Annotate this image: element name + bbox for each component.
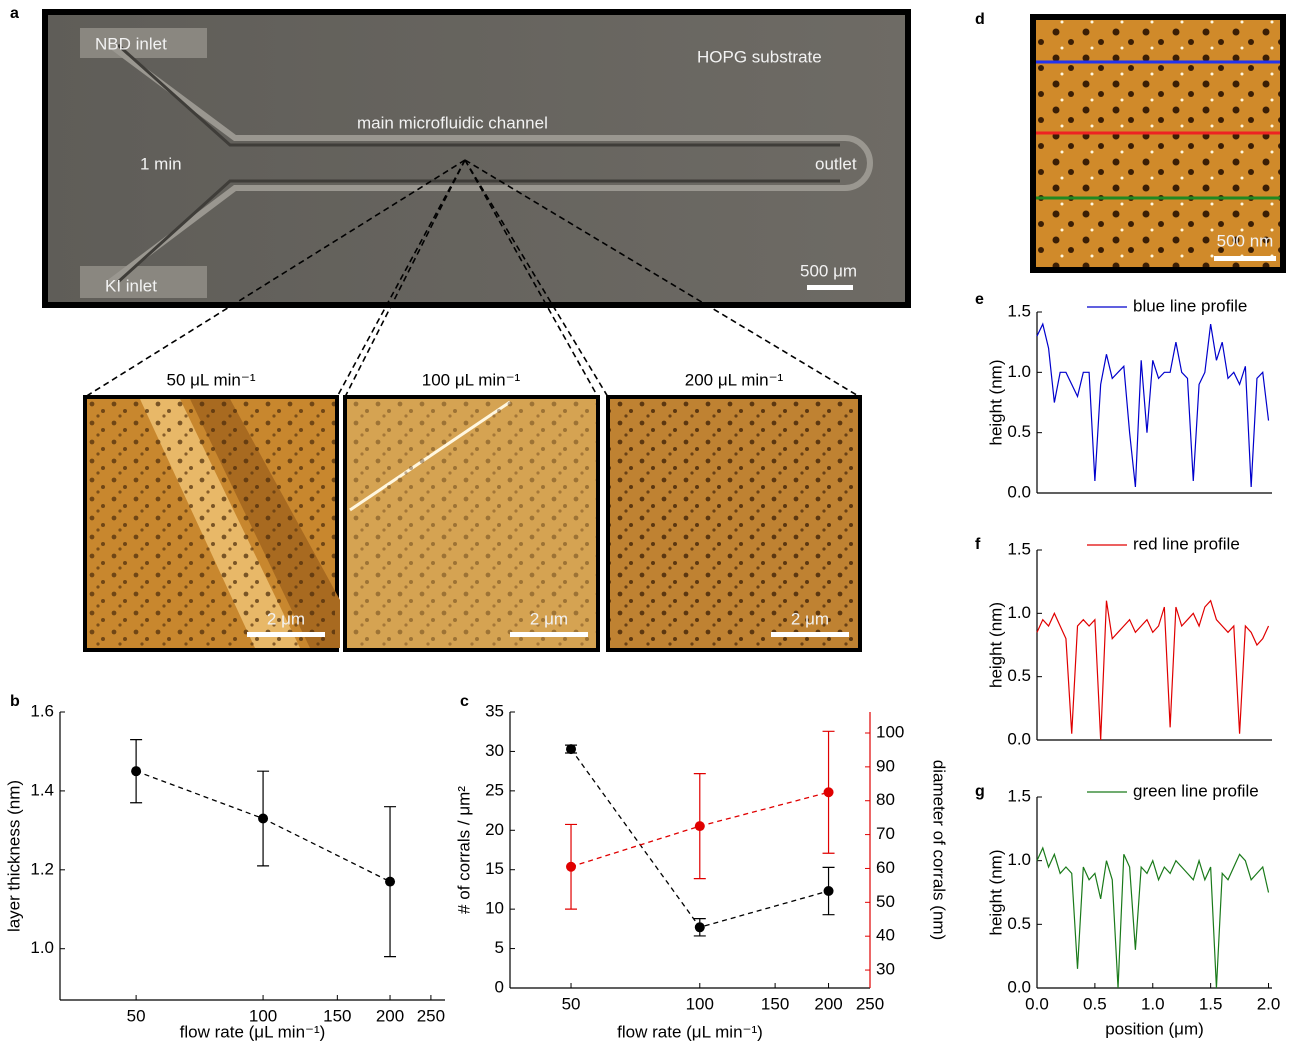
y-axis-label: # of corrals / μm² <box>454 786 473 914</box>
y2-tick-label: 40 <box>876 926 895 945</box>
y-tick-label: 1.5 <box>1007 786 1031 805</box>
x-tick-label: 250 <box>856 994 884 1013</box>
panel-letter: e <box>975 291 984 308</box>
x-tick-label: 200 <box>376 1006 404 1025</box>
panel-a <box>42 9 911 308</box>
marker <box>566 861 577 872</box>
y-tick-label: 15 <box>485 859 504 878</box>
x-axis-label: position (μm) <box>1105 1019 1204 1038</box>
y-tick-label: 1.5 <box>1007 301 1031 320</box>
x-tick-label: 250 <box>417 1006 445 1025</box>
x-tick-label: 1.0 <box>1141 994 1165 1013</box>
legend-label: red line profile <box>1133 534 1240 553</box>
x-tick-label: 100 <box>686 994 714 1013</box>
marker <box>131 766 142 777</box>
panel-letter: g <box>975 783 985 800</box>
afm-title: 100 μL min⁻¹ <box>422 370 521 389</box>
panel-letter: b <box>10 693 20 710</box>
y-tick-label: 1.2 <box>30 859 54 878</box>
panel-letter: f <box>975 536 981 553</box>
panel-letter: c <box>460 693 469 710</box>
y2-tick-label: 100 <box>876 722 904 741</box>
x-tick-label: 1.5 <box>1199 994 1223 1013</box>
y2-tick-label: 80 <box>876 790 895 809</box>
scale-label: 2 μm <box>791 609 829 628</box>
y-tick-label: 0.5 <box>1007 422 1031 441</box>
y-tick-label: 30 <box>485 741 504 760</box>
panel-d <box>1030 14 1286 273</box>
scale-label: 500 μm <box>800 261 857 280</box>
y-tick-label: 1.5 <box>1007 539 1031 558</box>
x-tick-label: 0.5 <box>1083 994 1107 1013</box>
label: outlet <box>815 154 857 173</box>
y-tick-label: 10 <box>485 899 504 918</box>
label: 1 min <box>140 154 182 173</box>
x-tick-label: 0.0 <box>1025 994 1049 1013</box>
x-tick-label: 150 <box>323 1006 351 1025</box>
y-axis-label: height (nm) <box>986 602 1005 688</box>
afm-images <box>83 395 862 652</box>
marker <box>566 744 577 755</box>
scale-label: 500 nm <box>1217 231 1274 250</box>
y-tick-label: 0.5 <box>1007 666 1031 685</box>
scale-label: 2 μm <box>267 609 305 628</box>
marker <box>694 821 705 832</box>
y2-tick-label: 90 <box>876 756 895 775</box>
series-line <box>1036 322 1270 488</box>
x-tick-label: 2.0 <box>1257 994 1281 1013</box>
x-tick-label: 150 <box>761 994 789 1013</box>
legend-label: blue line profile <box>1133 296 1247 315</box>
series-line <box>1036 846 1270 989</box>
y-tick-label: 35 <box>485 701 504 720</box>
marker <box>823 787 834 798</box>
x-tick-label: 100 <box>249 1006 277 1025</box>
marker <box>823 886 834 897</box>
zoom-lines <box>84 159 861 398</box>
marker <box>694 922 705 933</box>
y-tick-label: 5 <box>495 938 504 957</box>
marker <box>385 876 396 887</box>
label: main microfluidic channel <box>357 113 548 132</box>
y-axis-label: height (nm) <box>986 850 1005 936</box>
y2-axis-label: diameter of corrals (nm) <box>930 760 949 940</box>
x-axis-label: flow rate (μL min⁻¹) <box>180 1022 326 1041</box>
y-tick-label: 1.0 <box>1007 603 1031 622</box>
x-tick-label: 50 <box>127 1006 146 1025</box>
afm-title: 50 μL min⁻¹ <box>166 370 255 389</box>
label: NBD inlet <box>95 34 167 53</box>
panel-letter: d <box>975 11 985 28</box>
marker <box>258 813 269 824</box>
x-tick-label: 200 <box>814 994 842 1013</box>
series-line <box>1036 599 1270 741</box>
y-tick-label: 0.5 <box>1007 914 1031 933</box>
y-tick-label: 1.0 <box>1007 362 1031 381</box>
y-tick-label: 0.0 <box>1007 729 1031 748</box>
legend-label: green line profile <box>1133 781 1259 800</box>
y-tick-label: 1.4 <box>30 780 54 799</box>
y-axis-label: layer thickness (nm) <box>4 780 23 932</box>
x-axis-label: flow rate (μL min⁻¹) <box>617 1022 763 1041</box>
y-tick-label: 1.0 <box>1007 850 1031 869</box>
label: HOPG substrate <box>697 47 822 66</box>
x-tick-label: 50 <box>562 994 581 1013</box>
afm-title: 200 μL min⁻¹ <box>685 370 784 389</box>
y-tick-label: 25 <box>485 780 504 799</box>
y-tick-label: 1.6 <box>30 701 54 720</box>
y2-tick-label: 60 <box>876 858 895 877</box>
y-tick-label: 0.0 <box>1007 977 1031 996</box>
scale-label: 2 μm <box>530 609 568 628</box>
y-tick-label: 20 <box>485 820 504 839</box>
y-tick-label: 0.0 <box>1007 482 1031 501</box>
label: KI inlet <box>105 276 157 295</box>
y-tick-label: 0 <box>495 977 504 996</box>
y2-tick-label: 50 <box>876 892 895 911</box>
text-layer: a b c d e f g NBD inlet KI inlet HOPG su… <box>10 5 1273 800</box>
y-tick-label: 1.0 <box>30 938 54 957</box>
y2-tick-label: 30 <box>876 960 895 979</box>
panel-letter: a <box>10 5 19 22</box>
y2-tick-label: 70 <box>876 824 895 843</box>
y-axis-label: height (nm) <box>986 360 1005 446</box>
